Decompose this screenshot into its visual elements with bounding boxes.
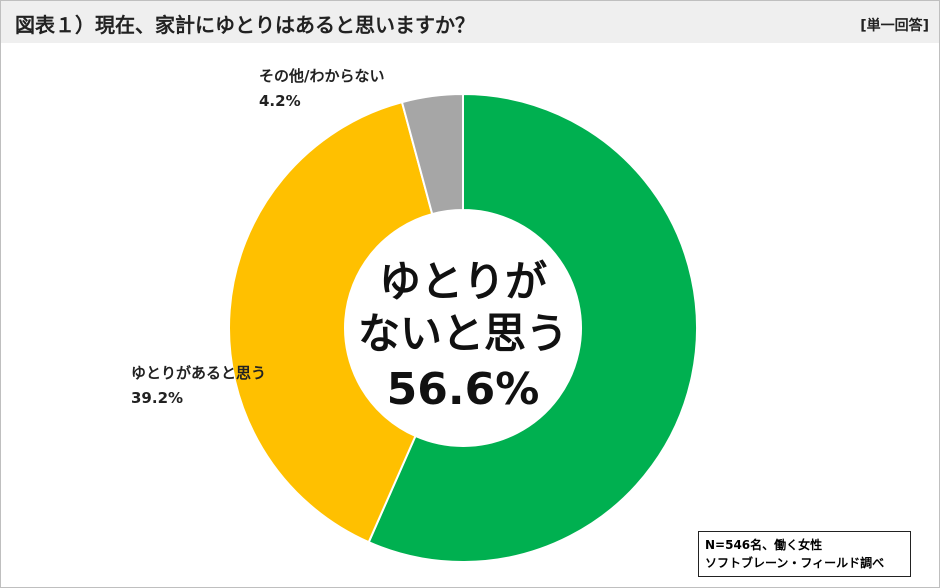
footnote-line: N=546名、働く女性	[705, 538, 823, 552]
footnote-line: ソフトブレーン・フィールド調べ	[705, 556, 885, 570]
slice	[400, 92, 464, 216]
title: 図表１）現在、家計にゆとりはあると思いますか？	[15, 13, 475, 37]
slice	[228, 100, 434, 544]
slice-label: ゆとりがあると思う 39.2%	[131, 361, 266, 411]
slice	[367, 92, 698, 563]
title-bar	[1, 1, 939, 43]
category-label: ゆとりが ないと思う	[357, 257, 568, 358]
footnote: N=546名、働く女性 ソフトブレーン・フィールド調べ	[698, 531, 911, 577]
value-label: 4.2%	[259, 92, 301, 110]
value-label: 39.2%	[131, 389, 184, 407]
category-label: ゆとりがあると思う	[131, 364, 267, 382]
slice-label: その他/わからない 4.2%	[259, 64, 384, 114]
center-label: ゆとりが ないと思う 56.6%	[313, 256, 613, 420]
value-label: 56.6%	[386, 364, 540, 415]
category-label: その他/わからない	[259, 67, 385, 85]
answer-type: [単一回答]	[860, 18, 929, 34]
